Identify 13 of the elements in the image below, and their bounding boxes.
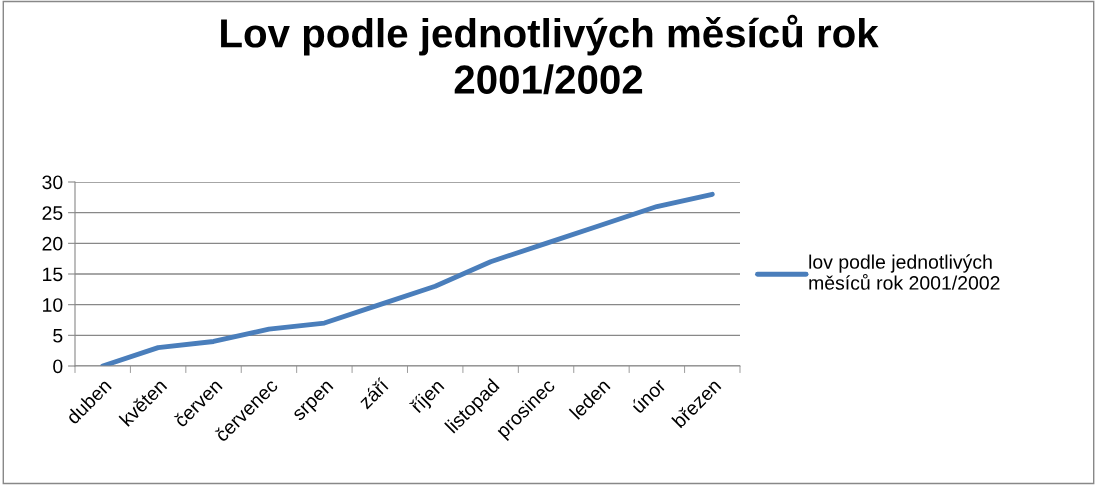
x-tick-label: únor	[630, 377, 667, 414]
x-tick-label: září	[357, 377, 390, 410]
y-tick-label: 10	[43, 298, 63, 312]
y-tick-label: 15	[43, 267, 63, 282]
line-series	[100, 191, 715, 366]
y-tick-label: 5	[53, 329, 63, 343]
y-tick-label: 0	[53, 359, 63, 374]
y-tick-label: 30	[42, 175, 63, 190]
y-tick-label: 25	[42, 206, 63, 220]
chart-title: Lov podle jednotlivých měsíců rok 2001/2002	[221, 14, 879, 95]
legend-label: lov podle jednotlivých měsíců rok 2001/2002	[809, 254, 1000, 290]
x-tick-label: říjen	[408, 378, 448, 417]
y-tick-label: 20	[42, 236, 63, 251]
